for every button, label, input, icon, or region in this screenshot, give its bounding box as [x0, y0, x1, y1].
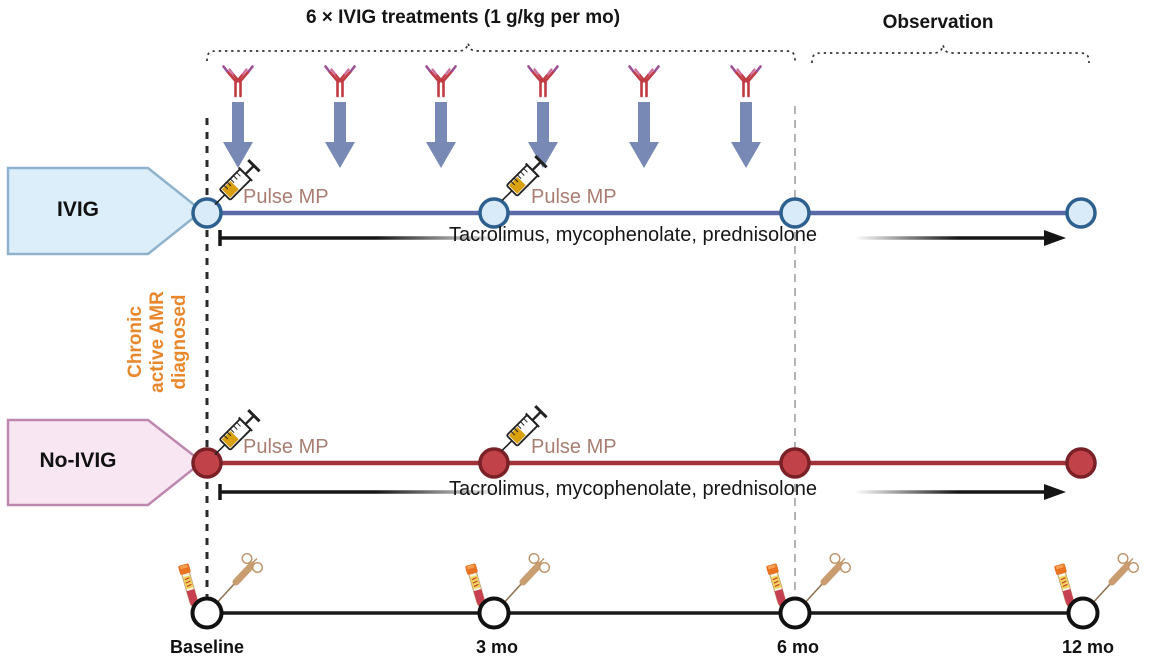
diagnosis-line-2: active AMR — [147, 291, 168, 393]
timeline-node — [778, 596, 812, 630]
pulse-mp-label: Pulse MP — [243, 436, 329, 458]
no-ivig-arm-label: No-IVIG — [39, 449, 117, 472]
infusion-arrow-icon — [325, 102, 355, 168]
timeline-node — [478, 197, 510, 229]
timeline-node — [1066, 596, 1100, 630]
infusion-arrow-icon — [223, 102, 253, 168]
biopsy-needle-icon — [214, 554, 262, 606]
timeline-node — [477, 596, 511, 630]
antibody-icon — [324, 65, 356, 98]
timeline-node — [478, 447, 510, 479]
timepoint-label-6mo: 6 mo — [776, 637, 819, 657]
timeline-node — [191, 447, 223, 479]
no-ivig-therapy-label: Tacrolimus, mycophenolate, prednisolone — [449, 478, 817, 500]
diagnosis-annotation: Chronic active AMR diagnosed — [125, 267, 195, 417]
ivig-therapy-label: Tacrolimus, mycophenolate, prednisolone — [449, 224, 817, 246]
no-ivig-arm-shape — [6, 418, 205, 507]
observation-phase-title: Observation — [882, 12, 994, 33]
infusion-arrow-icon — [731, 102, 761, 168]
infusion-arrow-icon — [629, 102, 659, 168]
biopsy-needle-icon — [501, 554, 549, 606]
antibody-icon — [425, 65, 457, 98]
timeline-node — [191, 197, 223, 229]
infusion-arrow-icon — [426, 102, 456, 168]
assessment-timeline-nodes — [190, 596, 1100, 630]
no-ivig-therapy-arrow — [218, 484, 1066, 500]
timeline-node — [779, 197, 811, 229]
timepoint-label-baseline: Baseline — [169, 637, 245, 657]
antibody-icon — [730, 65, 762, 98]
treatment-phase-brace — [206, 39, 796, 62]
ivig-arm-label: IVIG — [56, 198, 99, 221]
timeline-node — [1065, 197, 1097, 229]
ivig-infusion-markers — [222, 65, 762, 168]
antibody-icon — [527, 65, 559, 98]
diagnosis-line-1: Chronic — [125, 306, 146, 378]
observation-phase-brace — [811, 41, 1090, 64]
no-ivig-timeline-nodes — [191, 447, 1097, 479]
ivig-therapy-arrow — [218, 230, 1066, 246]
infusion-arrow-icon — [528, 102, 558, 168]
pulse-mp-label: Pulse MP — [243, 186, 329, 208]
diagnosis-line-3: diagnosed — [169, 294, 190, 390]
biopsy-needle-icon — [802, 554, 850, 606]
timepoint-label-12mo: 12 mo — [1061, 637, 1115, 657]
antibody-icon — [222, 65, 254, 98]
antibody-icon — [628, 65, 660, 98]
pulse-mp-label: Pulse MP — [531, 186, 617, 208]
timeline-node — [1065, 447, 1097, 479]
timepoint-label-3mo: 3 mo — [475, 637, 518, 657]
timeline-node — [779, 447, 811, 479]
ivig-timeline-nodes — [191, 197, 1097, 229]
pulse-mp-label: Pulse MP — [531, 436, 617, 458]
assessment-markers — [177, 554, 1138, 608]
ivig-arm-shape — [6, 166, 205, 256]
biopsy-needle-icon — [1090, 554, 1138, 606]
timeline-node — [190, 596, 224, 630]
treatment-phase-title: 6 × IVIG treatments (1 g/kg per mo) — [305, 7, 621, 28]
